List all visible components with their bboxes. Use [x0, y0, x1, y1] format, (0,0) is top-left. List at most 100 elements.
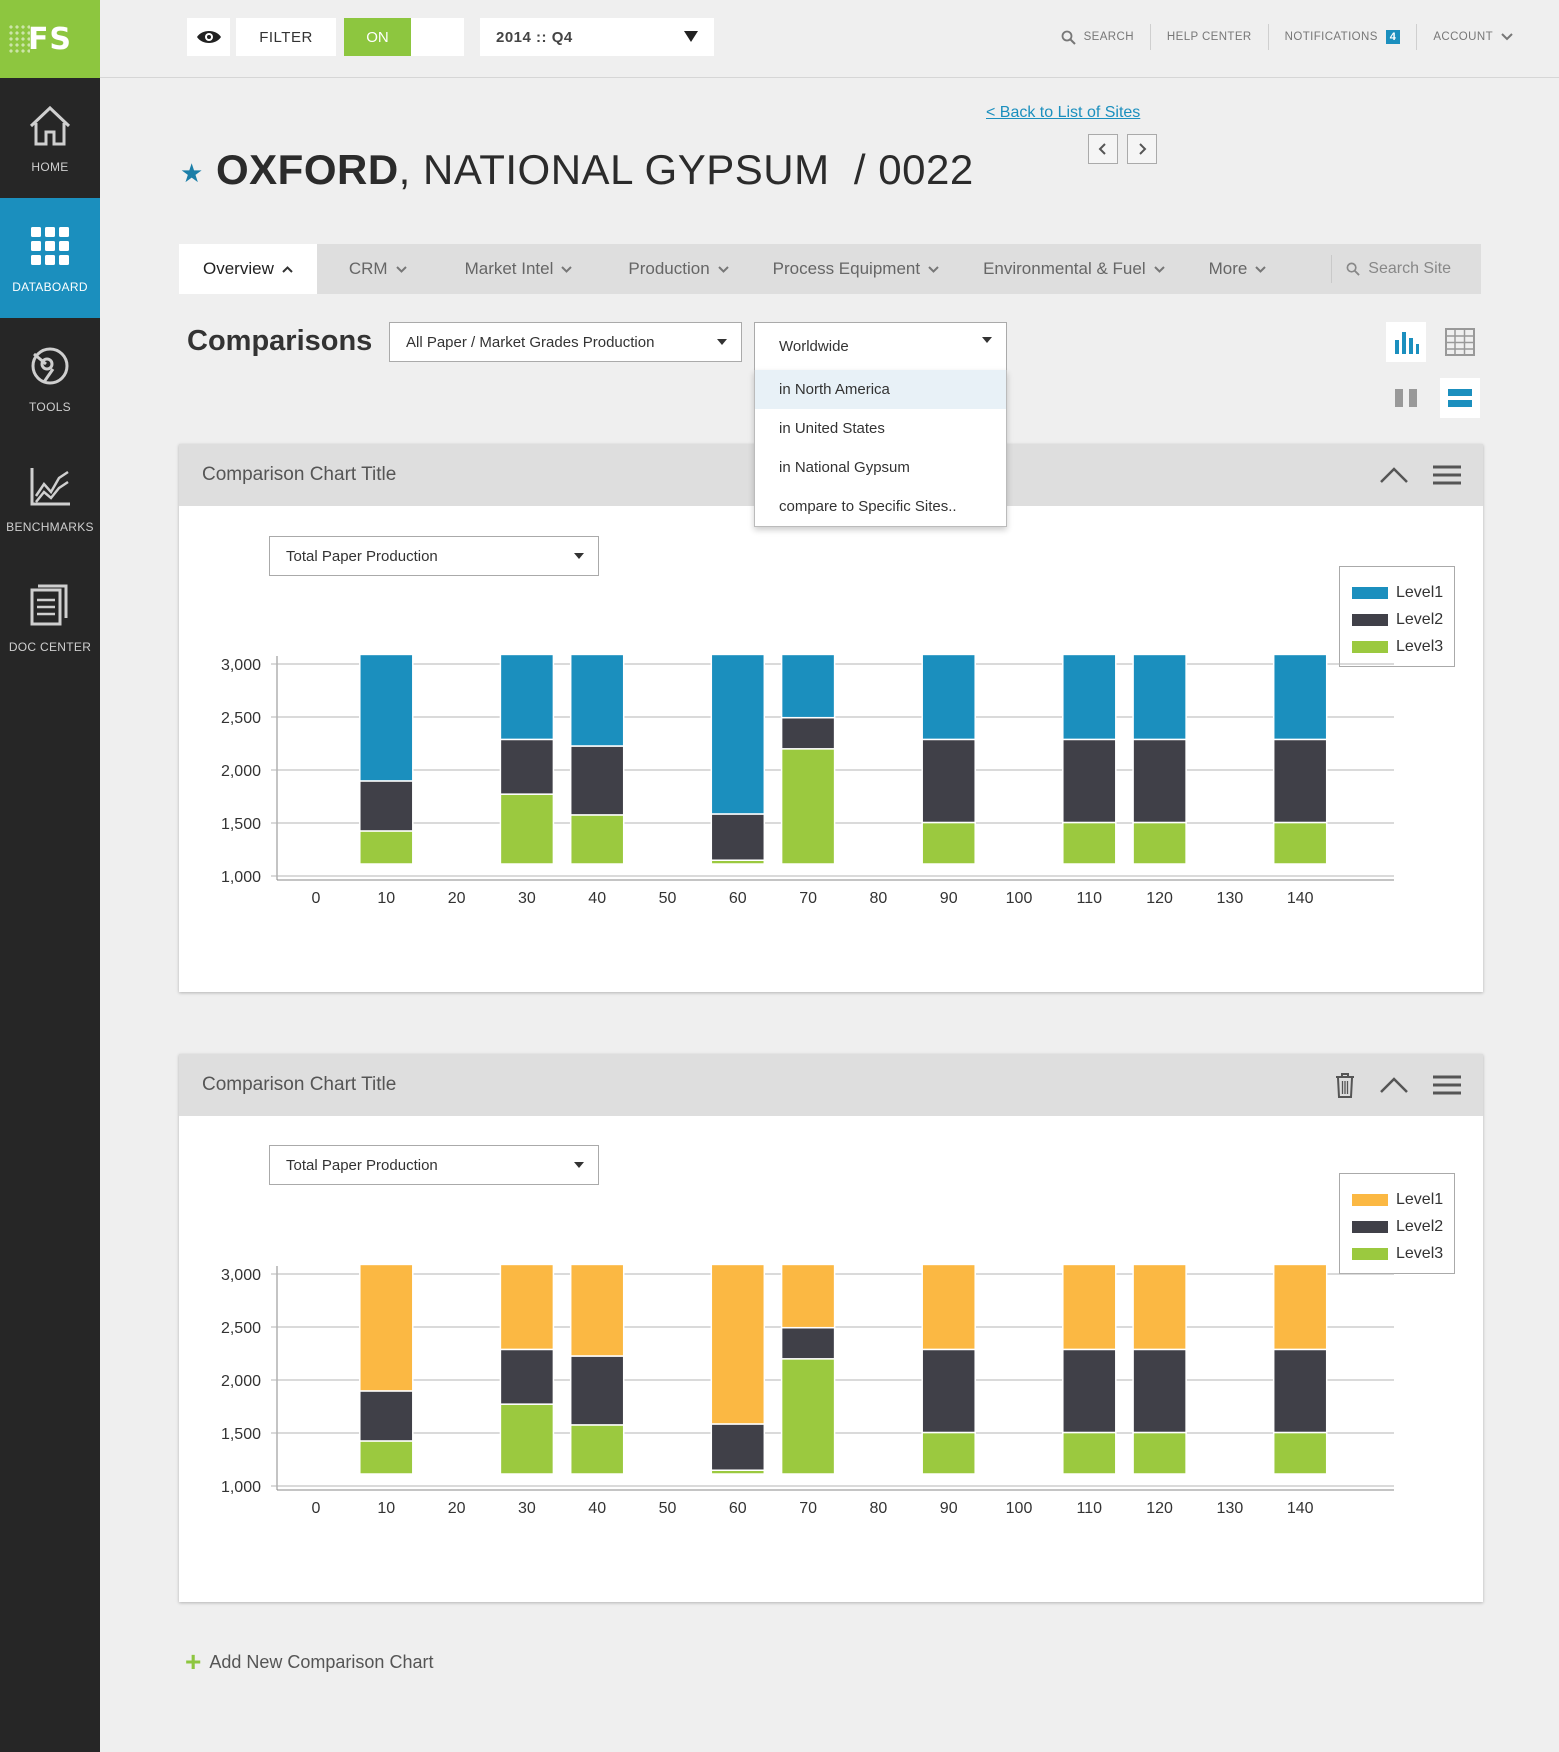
filter-toggle[interactable]: ON — [344, 18, 464, 56]
grade-select[interactable]: All Paper / Market Grades Production — [389, 322, 742, 362]
metric-select[interactable]: Total Paper Production — [269, 536, 599, 576]
site-search-input[interactable]: Search Site — [1331, 255, 1481, 283]
help-center-link[interactable]: HELP CENTER — [1149, 24, 1268, 50]
previous-site-button[interactable] — [1088, 134, 1118, 164]
sidebar-item-doc-center[interactable]: DOC CENTER — [0, 558, 100, 678]
tab-production[interactable]: Production — [596, 244, 752, 294]
bar-segment-level2 — [780, 1326, 836, 1360]
tab-overview[interactable]: Overview — [179, 244, 317, 294]
menu-icon[interactable] — [1433, 1075, 1461, 1095]
search-link[interactable]: SEARCH — [1045, 24, 1150, 50]
tab-label: CRM — [348, 259, 388, 278]
tab-market-intel[interactable]: Market Intel — [431, 244, 597, 294]
bar-segment-level2 — [569, 745, 625, 816]
panel-tools — [1379, 444, 1461, 506]
bar-segment-level1 — [1062, 1263, 1117, 1351]
add-comparison-chart-button[interactable]: + Add New Comparison Chart — [185, 1648, 433, 1676]
logo-dots — [8, 24, 30, 54]
stacked-bar-chart: 3,000 2,500 2,000 1,500 1,000 0 0 10 20 30 40 50 60 7… — [221, 653, 1394, 924]
region-select[interactable]: Worldwide — [754, 322, 1007, 370]
tab-label: More — [1208, 259, 1248, 278]
site-name: OXFORD — [216, 146, 399, 193]
table-view-button[interactable] — [1440, 322, 1480, 362]
sidebar-item-benchmarks[interactable]: BENCHMARKS — [0, 438, 100, 558]
visibility-toggle-button[interactable] — [187, 18, 230, 56]
two-columns-icon — [1395, 389, 1417, 407]
bar-segment-level3 — [569, 1424, 625, 1475]
bar-segment-level1 — [499, 653, 555, 741]
y-tick-label: 0 — [252, 922, 261, 924]
bar-segment-level2 — [1272, 738, 1328, 824]
account-menu[interactable]: ACCOUNT — [1416, 24, 1529, 50]
chevron-down-icon — [1255, 265, 1267, 273]
legend-label: Level2 — [1396, 610, 1444, 628]
caret-down-icon — [684, 31, 698, 42]
sidebar-item-home[interactable]: HOME — [0, 78, 100, 198]
x-tick-label: 90 — [940, 1500, 958, 1517]
chevron-down-icon — [1501, 33, 1513, 41]
bar-segment-level1 — [499, 1263, 555, 1351]
collapse-chevron-up-icon[interactable] — [1379, 466, 1409, 484]
tab-crm[interactable]: CRM — [317, 244, 431, 294]
region-option[interactable]: in National Gypsum — [779, 459, 910, 476]
legend-label: Level2 — [1396, 1217, 1444, 1235]
y-tick-label: 2,500 — [221, 710, 261, 727]
period-select[interactable]: 2014 :: Q4 — [480, 18, 714, 56]
site-id: / 0022 — [829, 146, 974, 193]
chart-view-button[interactable] — [1386, 322, 1426, 362]
x-tick-label: 100 — [1006, 1500, 1033, 1517]
trash-icon[interactable] — [1335, 1072, 1355, 1098]
bar-segment-level2 — [499, 1348, 555, 1405]
sidebar-item-tools[interactable]: TOOLS — [0, 318, 100, 438]
chevron-down-icon — [395, 265, 407, 273]
grid-icon — [31, 227, 69, 265]
tab-more[interactable]: More — [1189, 244, 1291, 294]
region-option[interactable]: in North America — [755, 370, 1006, 409]
legend-swatch — [1352, 640, 1388, 653]
bar-segment-level2 — [1062, 738, 1117, 824]
bar-segment-level2 — [710, 813, 766, 861]
add-chart-label: Add New Comparison Chart — [209, 1651, 434, 1672]
caret-down-icon — [982, 337, 992, 343]
y-tick-label: 2,500 — [221, 1320, 261, 1337]
chart-legend: Level1 Level2 Level3 — [1339, 566, 1455, 667]
metric-select[interactable]: Total Paper Production — [269, 1145, 599, 1185]
comparisons-heading: Comparisons — [187, 325, 373, 357]
tools-icon — [31, 347, 69, 385]
chevron-down-icon — [561, 265, 573, 273]
bar-segment-level1 — [359, 1263, 414, 1392]
x-tick-label: 90 — [940, 890, 958, 907]
bar-segment-level1 — [1062, 653, 1117, 741]
sidebar-item-databoard[interactable]: DATABOARD — [0, 198, 100, 318]
legend-item: Level2 — [1352, 1213, 1454, 1240]
columns-layout-button[interactable] — [1386, 378, 1426, 418]
account-label: ACCOUNT — [1433, 31, 1493, 43]
x-tick-label: 100 — [1006, 890, 1033, 907]
next-site-button[interactable] — [1127, 134, 1157, 164]
menu-icon[interactable] — [1433, 465, 1461, 485]
search-icon — [1061, 30, 1076, 45]
chevron-down-icon — [717, 265, 729, 273]
x-tick-label: 70 — [799, 1500, 817, 1517]
back-to-sites-link[interactable]: < Back to List of Sites — [986, 104, 1141, 121]
region-option[interactable]: in United States — [779, 420, 885, 437]
tab-environmental-fuel[interactable]: Environmental & Fuel — [963, 244, 1189, 294]
y-tick-label: 1,500 — [221, 816, 261, 833]
region-option[interactable]: compare to Specific Sites.. — [779, 498, 957, 515]
collapse-chevron-up-icon[interactable] — [1379, 1076, 1409, 1094]
x-tick-label: 60 — [729, 890, 747, 907]
notifications-link[interactable]: NOTIFICATIONS 4 — [1267, 24, 1417, 50]
rows-layout-button[interactable] — [1440, 378, 1480, 418]
table-icon — [1445, 328, 1475, 356]
x-tick-label: 40 — [588, 1500, 606, 1517]
bar-segment-level1 — [359, 653, 414, 782]
x-tick-label: 0 — [312, 1500, 321, 1517]
app-logo[interactable]: FS — [0, 0, 100, 78]
bar-segment-level1 — [1272, 1263, 1328, 1351]
tab-process-equipment[interactable]: Process Equipment — [753, 244, 963, 294]
chart-line-icon — [30, 468, 70, 506]
chart-title: Comparison Chart Title — [202, 464, 397, 485]
favorite-star-icon[interactable]: ★ — [180, 158, 204, 188]
bar-segment-level3 — [569, 814, 625, 865]
legend-swatch — [1352, 1247, 1388, 1260]
